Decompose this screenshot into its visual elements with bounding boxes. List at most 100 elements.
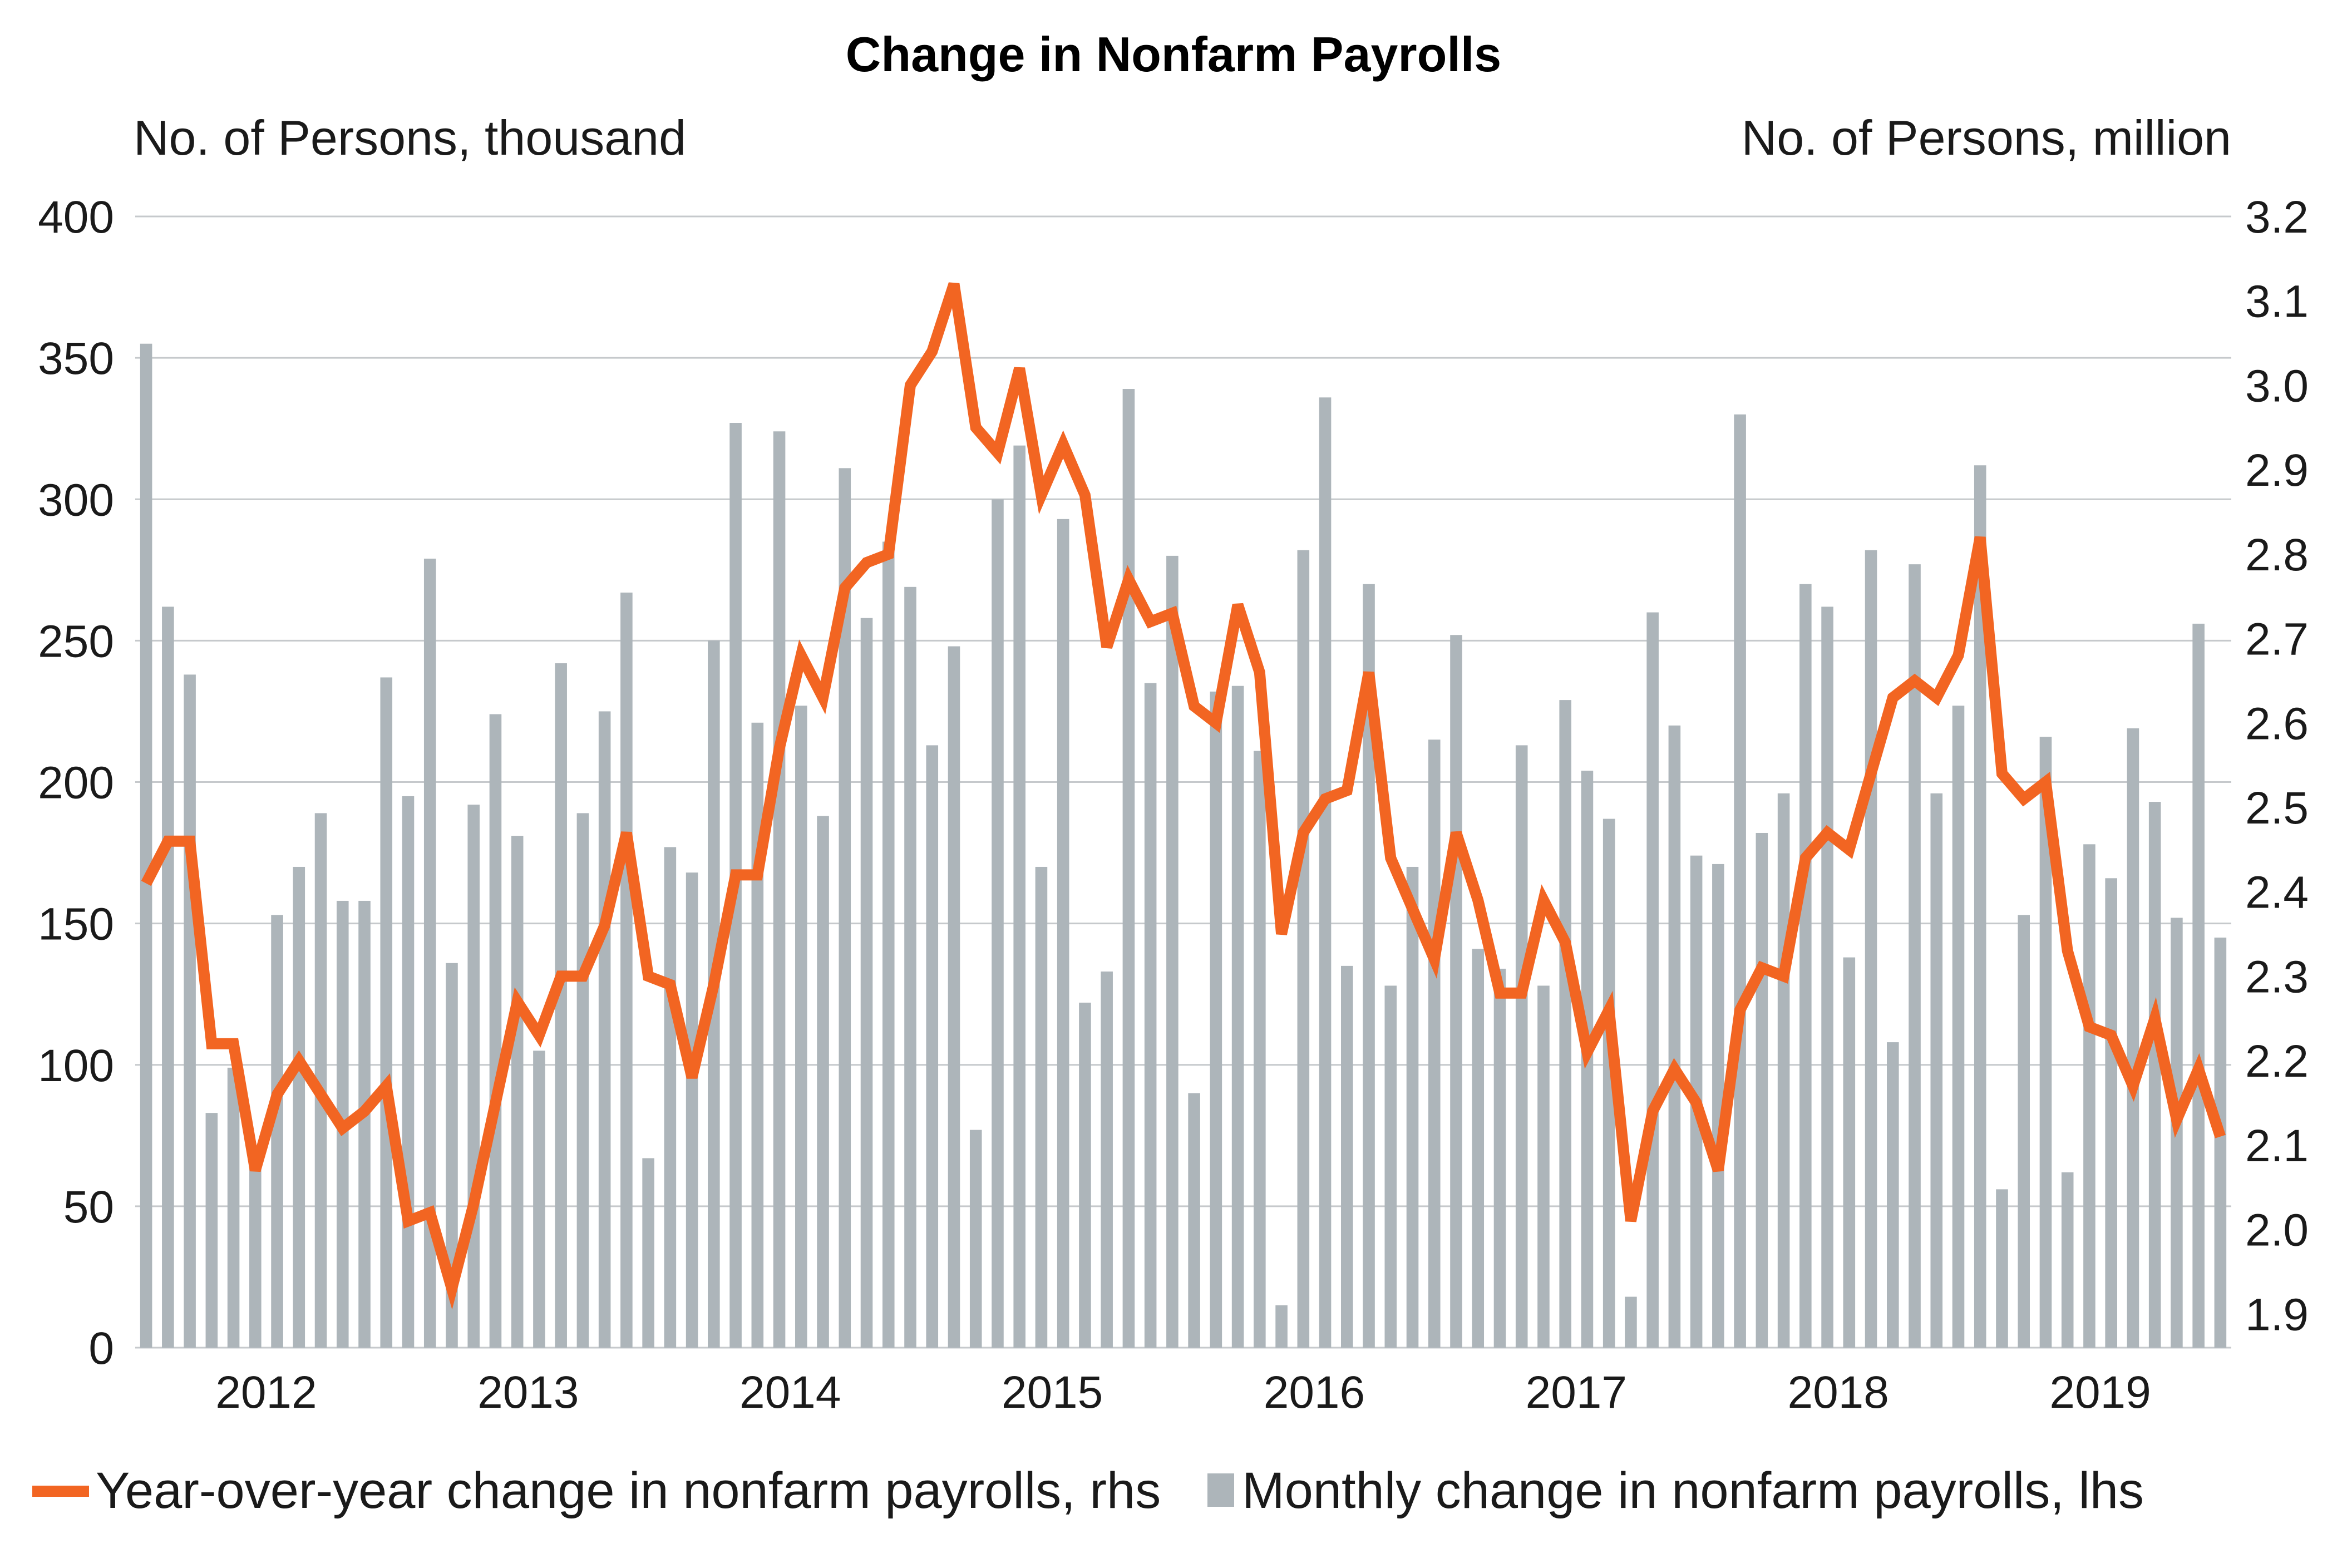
- left-tick-label: 0: [88, 1323, 114, 1374]
- legend-bar-swatch: [1207, 1473, 1234, 1507]
- monthly-change-bar: [271, 915, 283, 1348]
- right-axis-label: No. of Persons, million: [1742, 110, 2231, 165]
- left-tick-label: 150: [38, 899, 114, 950]
- monthly-change-bar: [162, 607, 174, 1348]
- monthly-change-bar: [1210, 691, 1222, 1348]
- monthly-change-bar: [1450, 635, 1462, 1348]
- right-tick-label: 2.7: [2245, 614, 2309, 665]
- monthly-change-bar: [1254, 751, 1266, 1348]
- monthly-change-bar: [2214, 938, 2227, 1348]
- monthly-change-bar: [1472, 949, 1485, 1348]
- left-tick-label: 350: [38, 333, 114, 384]
- monthly-change-bar: [1493, 968, 1506, 1348]
- monthly-change-bar: [1559, 700, 1571, 1348]
- x-axis-ticks: 2012 2013 2014 2015 2016 2017 2018 2019: [215, 1367, 2151, 1418]
- legend-label-monthly: Monthly change in nonfarm payrolls, lhs: [1242, 1462, 2144, 1519]
- monthly-change-bar: [1188, 1093, 1200, 1348]
- monthly-change-bar: [1777, 793, 1790, 1348]
- monthly-change-bar: [904, 586, 916, 1348]
- right-tick-label: 2.3: [2245, 951, 2309, 1002]
- monthly-change-bar: [1537, 985, 1550, 1348]
- monthly-change-bar: [1865, 550, 1877, 1348]
- monthly-change-bar: [1668, 725, 1681, 1348]
- monthly-change-bar: [948, 646, 960, 1348]
- monthly-change-bar: [1319, 397, 1332, 1348]
- monthly-change-bar: [1166, 555, 1179, 1348]
- right-tick-label: 2.9: [2245, 445, 2309, 496]
- monthly-change-bar: [1297, 550, 1310, 1348]
- monthly-change-bar: [1712, 864, 1724, 1348]
- monthly-change-bar: [1101, 972, 1113, 1348]
- monthly-change-bar: [358, 900, 371, 1348]
- monthly-change-bar: [2127, 728, 2139, 1348]
- legend: Year-over-year change in nonfarm payroll…: [32, 1462, 2144, 1519]
- monthly-change-bar: [446, 963, 458, 1348]
- monthly-change-bar: [1515, 745, 1528, 1348]
- left-tick-label: 300: [38, 475, 114, 525]
- left-tick-label: 400: [38, 192, 114, 243]
- monthly-change-bar: [1952, 706, 1965, 1348]
- monthly-change-bar: [1625, 1296, 1637, 1348]
- monthly-change-bar: [249, 1155, 262, 1348]
- monthly-change-bar: [598, 711, 611, 1348]
- monthly-change-bar: [1428, 739, 1441, 1348]
- monthly-change-bar: [576, 813, 589, 1348]
- left-tick-label: 250: [38, 616, 114, 667]
- monthly-change-bar: [1886, 1042, 1899, 1348]
- x-tick-label: 2015: [1002, 1367, 1103, 1418]
- right-tick-label: 2.2: [2245, 1036, 2309, 1087]
- monthly-change-bar: [2039, 737, 2052, 1348]
- monthly-change-bar: [555, 663, 567, 1348]
- monthly-change-bar: [1363, 584, 1375, 1348]
- x-tick-label: 2016: [1264, 1367, 1365, 1418]
- monthly-change-bar: [2148, 802, 2161, 1348]
- left-tick-label: 200: [38, 758, 114, 808]
- monthly-change-bar: [184, 674, 196, 1348]
- monthly-change-bar: [882, 541, 895, 1348]
- monthly-change-bar: [773, 431, 786, 1348]
- monthly-change-bar: [1821, 607, 1833, 1348]
- monthly-change-bar: [1013, 445, 1025, 1348]
- monthly-change-bar: [817, 816, 829, 1348]
- monthly-change-bar: [1057, 519, 1069, 1348]
- left-axis-label: No. of Persons, thousand: [134, 110, 686, 165]
- monthly-change-bar: [140, 343, 152, 1348]
- right-tick-label: 2.5: [2245, 783, 2309, 834]
- legend-label-yoy: Year-over-year change in nonfarm payroll…: [96, 1462, 1161, 1519]
- monthly-change-bar: [1756, 832, 1768, 1348]
- monthly-change-bar: [402, 796, 415, 1348]
- monthly-change-bar: [2018, 915, 2030, 1348]
- monthly-change-bar: [489, 714, 502, 1348]
- monthly-change-bar: [1930, 793, 1943, 1348]
- right-tick-label: 3.2: [2245, 192, 2309, 243]
- monthly-change-bar: [423, 558, 436, 1348]
- monthly-change-bar: [1079, 1002, 1091, 1348]
- x-tick-label: 2012: [215, 1367, 317, 1418]
- monthly-change-bar: [2105, 878, 2117, 1348]
- monthly-change-bars: [140, 343, 2227, 1348]
- monthly-change-bar: [751, 722, 764, 1348]
- left-axis-ticks: 0 50 100 150 200 250 300 350 400: [38, 192, 114, 1374]
- monthly-change-bar: [1406, 866, 1419, 1348]
- monthly-change-bar: [1144, 683, 1157, 1348]
- monthly-change-bar: [1843, 957, 1856, 1348]
- monthly-change-bar: [467, 805, 480, 1348]
- right-tick-label: 2.1: [2245, 1121, 2309, 1171]
- monthly-change-bar: [1974, 465, 1986, 1348]
- x-tick-label: 2019: [2049, 1367, 2151, 1418]
- yoy-change-series-line: [141, 282, 2226, 1310]
- x-tick-label: 2018: [1787, 1367, 1889, 1418]
- monthly-change-bar: [227, 1067, 240, 1348]
- monthly-change-bar: [1909, 564, 1921, 1348]
- monthly-change-bar: [533, 1051, 545, 1348]
- monthly-change-bar: [620, 592, 633, 1348]
- right-tick-label: 3.0: [2245, 361, 2309, 411]
- monthly-change-bar: [686, 872, 698, 1348]
- monthly-change-bar: [1996, 1189, 2008, 1348]
- monthly-change-bar: [293, 866, 305, 1348]
- monthly-change-bar: [795, 706, 807, 1348]
- x-tick-label: 2017: [1526, 1367, 1627, 1418]
- right-tick-label: 2.6: [2245, 698, 2309, 749]
- right-tick-label: 2.8: [2245, 530, 2309, 580]
